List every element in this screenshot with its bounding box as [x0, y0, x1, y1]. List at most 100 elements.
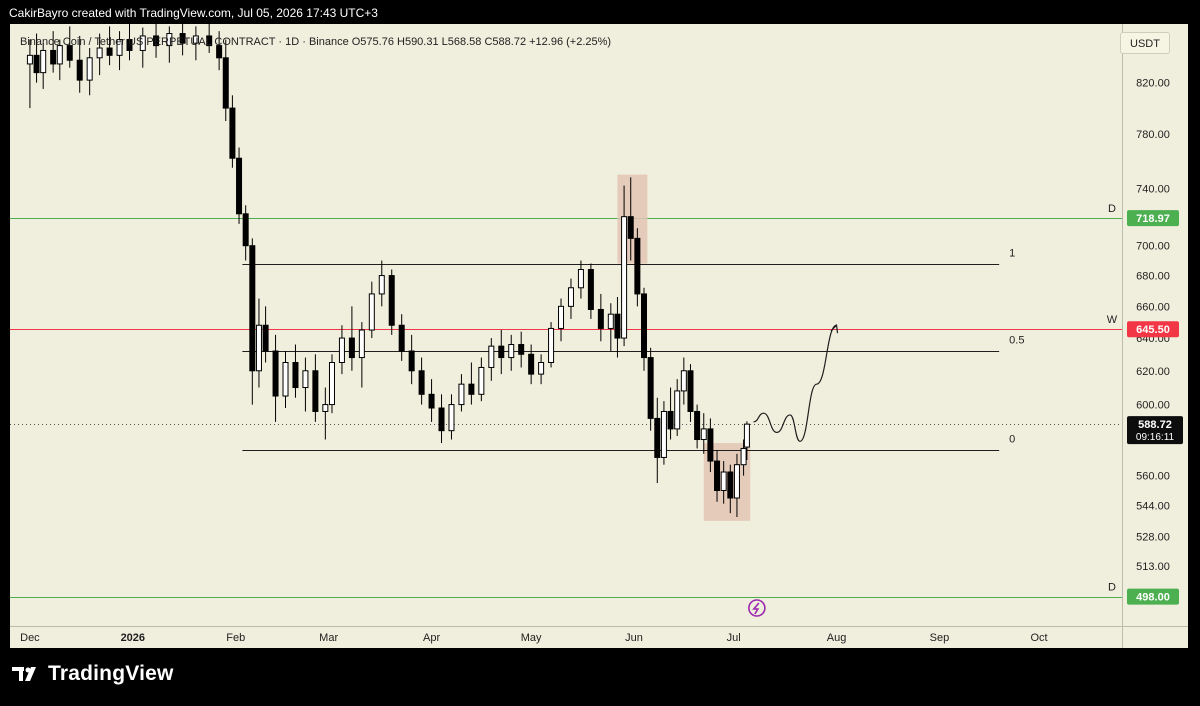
candle-57 [577, 260, 584, 299]
candle-body [106, 47, 113, 56]
currency-button[interactable]: USDT [1120, 32, 1170, 54]
candle-body [654, 417, 661, 458]
candle-body [249, 245, 256, 372]
last-price-bg [1127, 416, 1183, 445]
y-tick-label: 513.00 [1136, 561, 1170, 573]
candle-9 [106, 26, 113, 66]
candle-body [508, 344, 515, 359]
candle-body [66, 45, 73, 61]
candle-body [126, 39, 133, 51]
candle-39 [398, 314, 405, 361]
candle-55 [558, 298, 565, 342]
candle-31 [322, 387, 329, 440]
candle-body [216, 45, 223, 59]
candle-0 [26, 39, 33, 109]
candle-28 [292, 344, 299, 398]
candle-2 [40, 43, 47, 89]
tradingview-logo-text: TradingView [48, 662, 174, 685]
candle-33 [338, 325, 345, 375]
candle-body [262, 324, 269, 352]
fib-label-2: 0 [1009, 434, 1015, 446]
y-tick-label: 780.00 [1136, 129, 1170, 141]
price-label-0: 718.97 [1136, 213, 1170, 225]
candle-body [282, 362, 289, 397]
candle-34 [348, 306, 355, 371]
fib-label-0: 1 [1009, 248, 1015, 260]
candle-body [358, 329, 365, 359]
candle-43 [438, 394, 445, 444]
candle-body [312, 370, 319, 412]
candle-11 [126, 24, 133, 61]
candle-50 [508, 334, 515, 371]
y-tick-label: 600.00 [1136, 400, 1170, 412]
candle-67 [654, 397, 661, 484]
candle-body [378, 275, 385, 295]
candle-22 [242, 205, 249, 261]
candle-body [647, 357, 654, 419]
candle-body [86, 57, 93, 81]
candle-18 [216, 31, 223, 71]
candle-44 [448, 394, 455, 440]
candle-body [398, 324, 405, 352]
y-tick-label: 680.00 [1136, 271, 1170, 283]
candle-body [548, 327, 555, 364]
candle-78 [727, 464, 734, 514]
candle-body [498, 345, 505, 359]
candle-body [627, 216, 634, 239]
candle-body [438, 407, 445, 432]
candle-12 [139, 27, 146, 68]
chart-frame[interactable]: 1 0.5 0 820.00 780.00 740.00 700.00 680.00 660.… [10, 24, 1188, 648]
x-tick-label: Aug [827, 632, 847, 644]
price-label-bg-0 [1127, 210, 1179, 227]
candle-16 [192, 26, 199, 61]
candle-body [634, 237, 641, 295]
y-tick-label: 620.00 [1136, 366, 1170, 378]
candle-10 [116, 31, 123, 71]
candle-64 [634, 228, 641, 307]
candle-body [468, 383, 475, 395]
candle-45 [458, 374, 465, 412]
projection-path [753, 324, 837, 442]
candle-body [179, 33, 186, 44]
candle-body [694, 410, 701, 441]
candle-60 [607, 303, 614, 352]
candle-body [558, 305, 565, 329]
candle-body [720, 471, 727, 492]
candle-38 [388, 269, 395, 335]
candle-body [139, 35, 146, 51]
candle-body [687, 370, 694, 412]
x-tick-label: May [521, 632, 542, 644]
candle-body [26, 54, 33, 65]
candle-68 [660, 401, 667, 465]
y-tick-label: 560.00 [1136, 471, 1170, 483]
candle-59 [597, 293, 604, 342]
x-tick-label: Dec [20, 632, 40, 644]
top-bar: CakirBayro created with TradingView.com,… [0, 0, 1200, 24]
candle-5 [66, 26, 73, 68]
candle-79 [733, 453, 740, 517]
candle-body [680, 370, 687, 392]
level-tag-0: D [1108, 203, 1116, 215]
candle-27 [282, 351, 289, 409]
candle-65 [641, 287, 648, 371]
candle-body [740, 447, 747, 466]
candle-body [700, 428, 707, 441]
candle-25 [262, 306, 269, 363]
candle-body [528, 353, 535, 375]
candle-4 [56, 39, 63, 81]
price-chart[interactable]: 1 0.5 0 820.00 780.00 740.00 700.00 680.00 660.… [10, 24, 1188, 648]
x-tick-label: Feb [226, 632, 245, 644]
x-tick-label: Jun [625, 632, 643, 644]
candle-1 [33, 33, 40, 83]
tradingview-logo[interactable]: TradingView [12, 662, 174, 686]
candle-body [727, 471, 734, 499]
candle-66 [647, 347, 654, 431]
candle-19 [222, 39, 229, 122]
candle-body [707, 428, 714, 462]
x-tick-label: Sep [930, 632, 950, 644]
candle-body [96, 47, 103, 59]
candle-76 [714, 450, 721, 502]
candle-13 [153, 24, 160, 58]
candle-3 [50, 31, 57, 73]
price-label-1: 645.50 [1136, 324, 1170, 336]
